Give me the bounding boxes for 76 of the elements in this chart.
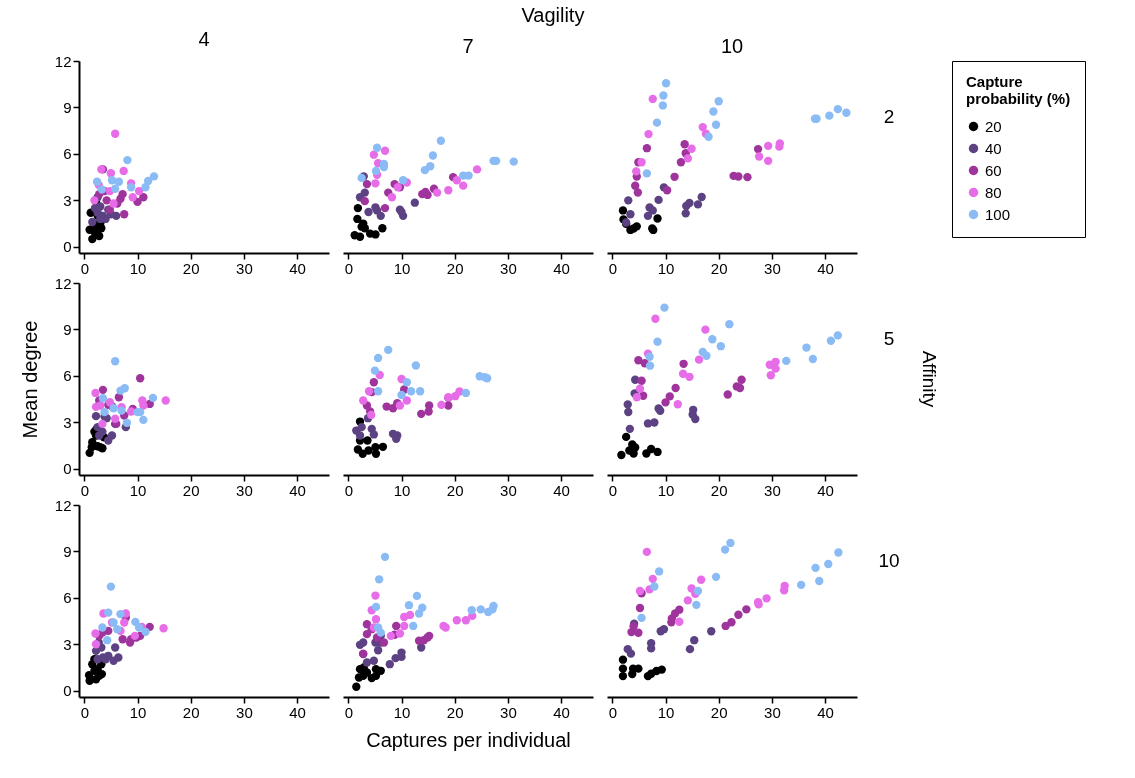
y-tick-label: 12: [54, 52, 72, 70]
x-tick-label: 10: [657, 259, 675, 277]
x-tick-label: 40: [553, 259, 570, 277]
legend-label: 20: [985, 117, 1002, 135]
chart-title: 7: [462, 35, 474, 57]
x-tick-label: 40: [817, 481, 834, 499]
x-tick-label: 10: [393, 703, 411, 721]
x-tick-label: 0: [608, 703, 617, 721]
y-tick-label: 12: [54, 274, 72, 292]
x-tick-label: 10: [393, 481, 411, 499]
x-tick-label: 40: [817, 703, 834, 721]
y-tick-label: 6: [63, 145, 72, 163]
x-tick-label: 30: [500, 481, 517, 499]
x-tick-label: 30: [236, 703, 253, 721]
x-tick-label: 40: [553, 703, 570, 721]
legend-label: 80: [985, 183, 1002, 201]
x-tick-label: 30: [236, 259, 253, 277]
x-tick-label: 30: [764, 259, 781, 277]
x-tick-label: 10: [657, 703, 675, 721]
text: 2: [883, 106, 895, 127]
x-tick-label: 20: [446, 259, 464, 277]
chart-title: 10: [720, 34, 744, 57]
x-tick-label: 0: [80, 703, 89, 721]
x-tick-label: 0: [344, 481, 353, 499]
x-tick-label: 10: [393, 259, 411, 277]
y-tick-label: 9: [63, 320, 72, 338]
x-tick-label: 10: [129, 481, 147, 499]
x-tick-label: 40: [817, 259, 834, 277]
legend-label: 100: [985, 205, 1011, 223]
x-tick-label: 0: [608, 259, 617, 277]
x-axis-title: Captures per individual: [366, 728, 571, 751]
x-tick-label: 30: [500, 703, 517, 721]
y-tick-label: 6: [63, 367, 72, 385]
y-tick-label: 6: [63, 589, 72, 607]
x-tick-label: 20: [182, 481, 200, 499]
x-tick-label: 40: [289, 703, 306, 721]
x-tick-label: 20: [182, 703, 200, 721]
x-tick-label: 30: [236, 481, 253, 499]
x-tick-label: 0: [344, 259, 353, 277]
x-tick-label: 20: [710, 259, 728, 277]
x-tick-label: 40: [289, 481, 306, 499]
y2-axis-title: Affinity: [919, 350, 940, 408]
y-tick-label: 9: [63, 542, 72, 560]
chart-title: 4: [198, 28, 210, 50]
x-tick-label: 30: [764, 703, 781, 721]
x-tick-label: 40: [289, 259, 306, 277]
x-tick-label: 20: [446, 703, 464, 721]
y-tick-label: 12: [54, 496, 72, 514]
x-tick-label: 0: [608, 481, 617, 499]
y-tick-label: 9: [63, 98, 72, 116]
x-tick-label: 20: [710, 481, 728, 499]
x-tick-label: 20: [446, 481, 464, 499]
y-tick-label: 3: [63, 635, 72, 653]
x-tick-label: 30: [500, 259, 517, 277]
x-tick-label: 20: [710, 703, 728, 721]
text: Vagility: [521, 4, 585, 26]
x-tick-label: 20: [182, 259, 200, 277]
legend-title: Capture probability (%): [966, 73, 1071, 107]
legend-label: 40: [985, 139, 1002, 157]
y-tick-label: 3: [63, 413, 72, 431]
y-tick-label: 0: [63, 460, 72, 478]
x-tick-label: 0: [80, 481, 89, 499]
y-tick-label: 0: [63, 682, 72, 700]
legend-label: 60: [985, 161, 1002, 179]
x-tick-label: 10: [129, 703, 147, 721]
y-axis-title: Mean degree: [18, 320, 41, 439]
x-tick-label: 40: [553, 481, 570, 499]
x-tick-label: 10: [657, 481, 675, 499]
x-tick-label: 30: [764, 481, 781, 499]
x-tick-label: 0: [80, 259, 89, 277]
text: 5: [883, 328, 895, 349]
y-tick-label: 3: [63, 191, 72, 209]
x-tick-label: 10: [129, 259, 147, 277]
y-tick-label: 0: [63, 238, 72, 256]
text: 10: [878, 550, 900, 571]
x-tick-label: 0: [344, 703, 353, 721]
